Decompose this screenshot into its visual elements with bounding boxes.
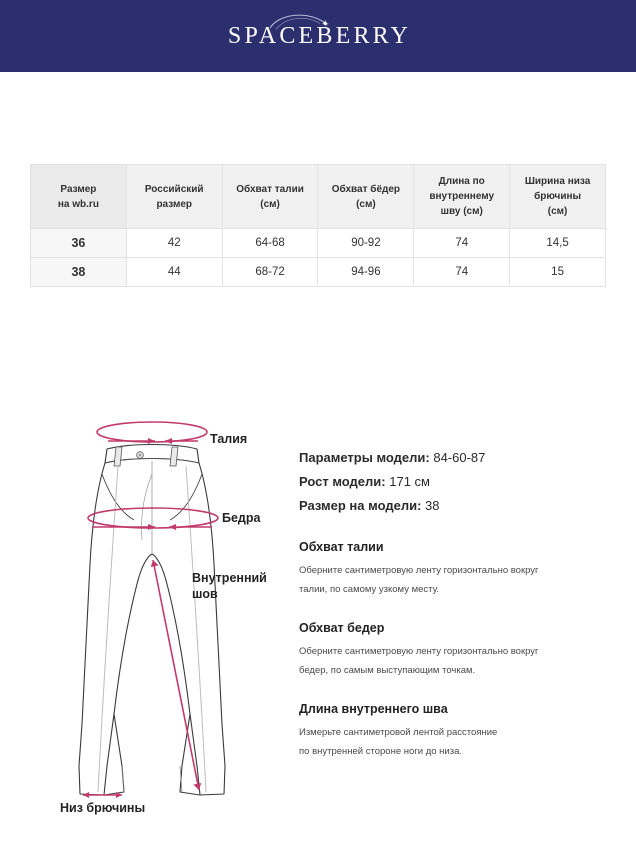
table-header-cell-waist: Обхват талии (см) — [221, 164, 319, 229]
cell-wb-size: 38 — [30, 257, 127, 287]
measure-description-line: Оберните сантиметровую ленту горизонталь… — [299, 646, 539, 657]
label-inseam-line1: Внутренний — [192, 571, 267, 585]
measure-description: Оберните сантиметровую ленту горизонталь… — [299, 642, 619, 680]
header-line: (см) — [356, 198, 376, 210]
header-line: брючины — [534, 191, 582, 202]
measure-block-waist: Обхват талии Оберните сантиметровую лент… — [299, 540, 619, 599]
label-hips: Бедра — [222, 511, 262, 525]
measure-description-line: по внутренней стороне ноги до низа. — [299, 746, 463, 757]
header-line: размер — [156, 198, 193, 210]
model-params-value: 84-60-87 — [433, 450, 486, 465]
table-row: 38 44 68-72 94-96 74 15 — [30, 257, 606, 287]
cell-waist: 68-72 — [221, 257, 319, 287]
table-header-row: Размер на wb.ru Российский размер Обхват… — [30, 164, 606, 229]
cell-inseam: 74 — [413, 257, 511, 287]
cell-waist: 64-68 — [221, 228, 319, 258]
model-size-value: 38 — [425, 498, 440, 513]
header-line: Российский — [144, 183, 204, 195]
cell-hips: 94-96 — [317, 257, 415, 287]
measure-description: Оберните сантиметровую ленту горизонталь… — [299, 561, 619, 599]
measure-description-line: бедер, по самым выступающим точкам. — [299, 665, 476, 676]
model-params-label: Параметры модели: — [299, 450, 430, 465]
hips-measure-indicator — [87, 507, 219, 530]
cell-hips: 90-92 — [317, 228, 415, 258]
cell-ru-size: 44 — [125, 257, 223, 287]
inseam-measure-indicator — [150, 559, 202, 791]
measure-description-line: Измерьте сантиметровой лентой расстояние — [299, 727, 498, 738]
measure-title: Обхват талии — [299, 540, 384, 554]
measure-description-line: талии, по самому узкому месту. — [299, 584, 440, 595]
cell-ru-size: 42 — [125, 228, 223, 258]
trousers-diagram: Талия Бедра Внутренний шов Низ брючины — [52, 414, 302, 824]
label-inseam-line2: шов — [192, 587, 218, 601]
measure-block-hips: Обхват бедер Оберните сантиметровую лент… — [299, 621, 619, 680]
label-waist: Талия — [210, 432, 247, 446]
measure-title: Длина внутреннего шва — [299, 702, 448, 716]
hem-measure-indicator — [83, 792, 122, 798]
table-header-cell-inseam: Длина по внутреннему шву (см) — [413, 164, 511, 229]
site-header: SPACEBERRY — [0, 0, 636, 72]
model-size-label: Размер на модели: — [299, 498, 422, 513]
measure-description-line: Оберните сантиметровую ленту горизонталь… — [299, 565, 539, 576]
model-size-line: Размер на модели: 38 — [299, 494, 619, 518]
measure-block-inseam: Длина внутреннего шва Измерьте сантиметр… — [299, 702, 619, 761]
guide-info-column: Параметры модели: 84-60-87 Рост модели: … — [299, 446, 619, 761]
header-line: (см) — [547, 206, 568, 217]
measure-description: Измерьте сантиметровой лентой расстояние… — [299, 723, 619, 761]
header-line: Размер — [60, 183, 97, 195]
measurement-guide: Талия Бедра Внутренний шов Низ брючины П… — [0, 408, 636, 828]
header-line: на wb.ru — [57, 198, 99, 210]
table-header-cell-hips: Обхват бёдер (см) — [317, 164, 415, 229]
header-line: шву (см) — [440, 206, 483, 217]
size-table: Размер на wb.ru Российский размер Обхват… — [30, 164, 606, 287]
waist-measure-indicator — [96, 421, 208, 444]
cell-wb-size: 36 — [30, 228, 127, 258]
brand-name: SPACEBERRY — [227, 23, 412, 49]
table-row: 36 42 64-68 90-92 74 14,5 — [30, 228, 606, 258]
table-header-cell-hem-width: Ширина низа брючины (см) — [509, 164, 606, 229]
header-line: Обхват талии — [236, 183, 304, 195]
header-line: Длина по — [438, 176, 485, 187]
table-header-cell-ru-size: Российский размер — [125, 164, 223, 229]
trousers-illustration: Талия Бедра Внутренний шов Низ брючины — [60, 421, 267, 815]
header-line: Ширина низа — [524, 176, 591, 187]
label-hem: Низ брючины — [60, 801, 145, 815]
cell-inseam: 74 — [413, 228, 511, 258]
table-header-cell-wb-size: Размер на wb.ru — [30, 164, 127, 229]
cell-hem-width: 14,5 — [509, 228, 606, 258]
header-line: Обхват бёдер — [331, 183, 401, 195]
header-line: (см) — [260, 198, 280, 210]
cell-hem-width: 15 — [509, 257, 606, 287]
header-line: внутреннему — [429, 191, 495, 202]
model-params-line: Параметры модели: 84-60-87 — [299, 446, 619, 470]
model-height-value: 171 см — [389, 474, 430, 489]
brand-logo[interactable]: SPACEBERRY — [225, 14, 412, 57]
model-height-label: Рост модели: — [299, 474, 386, 489]
measure-title: Обхват бедер — [299, 621, 385, 635]
model-height-line: Рост модели: 171 см — [299, 470, 619, 494]
